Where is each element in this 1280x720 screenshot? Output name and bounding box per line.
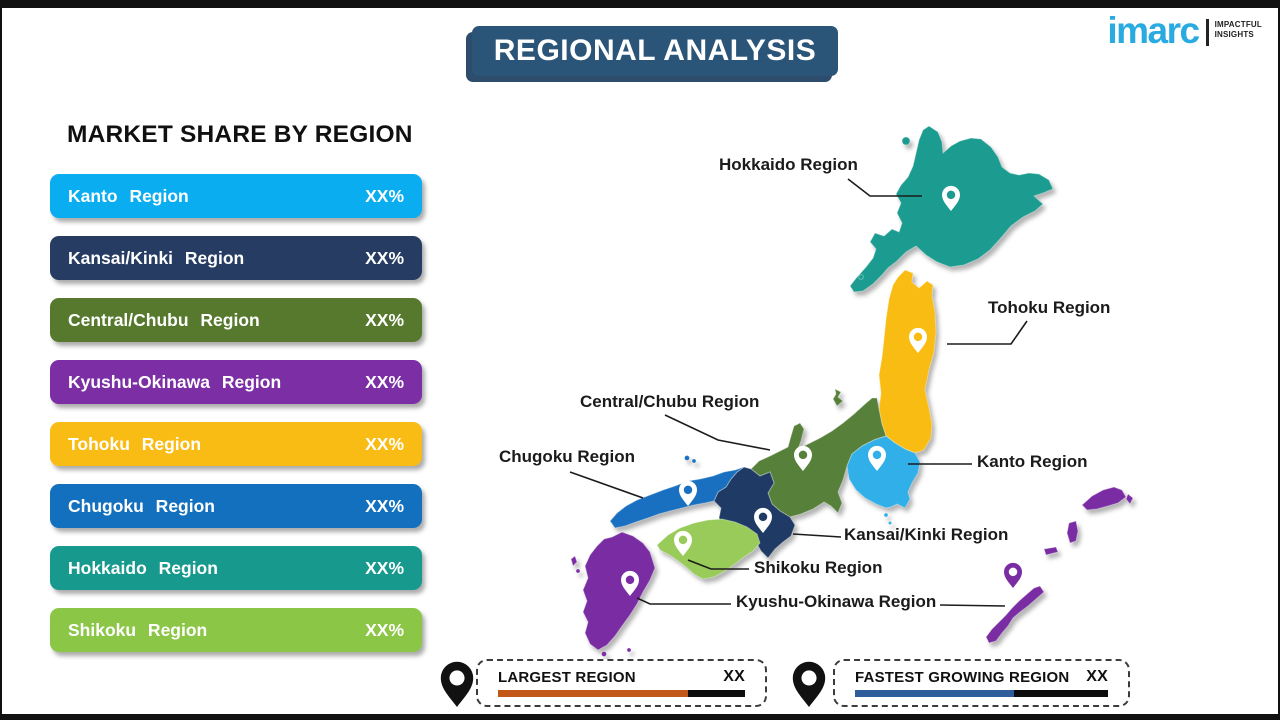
leader-kansai <box>792 533 842 538</box>
share-bar-hokkaido: Hokkaido Region XX% <box>50 546 422 590</box>
region-kanto-shape <box>846 435 921 509</box>
island-south-kyushu-1 <box>601 651 607 657</box>
map-label-chugoku: Chugoku Region <box>499 447 635 466</box>
region-chugoku-shape <box>609 466 745 529</box>
share-bar-kansai: Kansai/Kinki Region XX% <box>50 236 422 280</box>
share-bar-label: Kyushu-Okinawa Region <box>68 371 282 392</box>
region-shikoku-shape <box>656 518 761 580</box>
leader-okinawa <box>939 604 1006 607</box>
leader-hokkaido <box>847 178 922 197</box>
leader-shikoku <box>687 559 749 570</box>
map-pin-okinawa <box>1004 562 1022 588</box>
share-bar-kanto: Kanto Region XX% <box>50 174 422 218</box>
map-pin-kyushu <box>621 570 639 596</box>
map-pin-chubu <box>794 445 812 471</box>
map-label-kyushu-okinawa: Kyushu-Okinawa Region <box>736 592 937 611</box>
island-sado <box>832 388 844 407</box>
fastest-growing-region-bar <box>855 690 1108 697</box>
fastest-growing-region-label: FASTEST GROWING REGION <box>855 668 1070 686</box>
logo-divider <box>1205 19 1209 46</box>
largest-region-pin-icon <box>440 661 474 707</box>
island-izu-1 <box>883 512 889 518</box>
leader-chugoku <box>569 471 644 499</box>
fastest-growing-region-legend: FASTEST GROWING REGION XX <box>833 659 1130 707</box>
island-south-kyushu-3 <box>626 647 632 653</box>
island-rishiri <box>901 136 911 146</box>
page-title: REGIONAL ANALYSIS <box>493 34 817 67</box>
island-izu-2 <box>887 520 893 526</box>
map-label-central-chubu: Central/Chubu Region <box>580 392 760 411</box>
map-pin-kansai <box>754 507 772 533</box>
island-tokunoshima <box>1066 520 1079 544</box>
map-pin-kanto <box>868 445 886 471</box>
region-tohoku-shape <box>878 269 937 454</box>
share-bar-kyushu-okinawa: Kyushu-Okinawa Region XX% <box>50 360 422 404</box>
fastest-growing-region-pin-icon <box>792 661 826 707</box>
share-bar-label: Chugoku Region <box>68 495 215 516</box>
share-bar-label: Tohoku Region <box>68 433 202 454</box>
share-bar-value: XX% <box>365 185 404 206</box>
share-bar-value: XX% <box>365 247 404 268</box>
share-bar-tohoku: Tohoku Region XX% <box>50 422 422 466</box>
map-label-kanto: Kanto Region <box>977 452 1088 471</box>
map-pin-hokkaido <box>942 185 960 211</box>
region-kyushu-shape <box>582 531 656 651</box>
largest-region-legend: LARGEST REGION XX <box>476 659 767 707</box>
market-share-bar-list: Kanto Region XX% Kansai/Kinki Region XX%… <box>50 174 422 652</box>
island-okinoerabu <box>1043 546 1059 556</box>
map-label-shikoku: Shikoku Region <box>754 558 883 577</box>
share-bar-value: XX% <box>365 371 404 392</box>
share-bar-label: Kanto Region <box>68 185 189 206</box>
share-bar-central-chubu: Central/Chubu Region XX% <box>50 298 422 342</box>
leader-tohoku <box>947 320 1028 345</box>
map-label-tohoku: Tohoku Region <box>988 298 1111 317</box>
imarc-logo-wordmark: imarc <box>1107 10 1200 51</box>
map-label-hokkaido: Hokkaido Region <box>719 155 858 174</box>
share-bar-value: XX% <box>365 309 404 330</box>
share-bar-value: XX% <box>365 433 404 454</box>
island-tsushima <box>570 555 578 567</box>
fastest-growing-region-value: XX <box>1086 668 1108 685</box>
island-amami-tick <box>1125 493 1134 505</box>
share-bar-chugoku: Chugoku Region XX% <box>50 484 422 528</box>
island-oki-2 <box>691 458 697 464</box>
largest-region-bar <box>498 690 745 697</box>
island-iki <box>575 568 581 574</box>
share-bar-label: Kansai/Kinki Region <box>68 247 245 268</box>
share-bar-value: XX% <box>365 557 404 578</box>
largest-region-bar-fill <box>498 690 689 697</box>
share-bar-shikoku: Shikoku Region XX% <box>50 608 422 652</box>
share-bar-label: Central/Chubu Region <box>68 309 260 330</box>
island-amami <box>1081 486 1127 511</box>
largest-region-value: XX <box>723 668 745 685</box>
leader-kyushu <box>636 597 731 605</box>
share-bar-label: Shikoku Region <box>68 619 208 640</box>
island-okinawa-main <box>985 585 1045 644</box>
fastest-growing-region-bar-fill <box>855 690 1015 697</box>
leader-central-chubu <box>664 414 771 451</box>
map-label-kansai: Kansai/Kinki Region <box>844 525 1009 544</box>
market-share-heading: MARKET SHARE BY REGION <box>67 121 413 148</box>
island-okushiri <box>858 274 864 280</box>
largest-region-label: LARGEST REGION <box>498 668 636 686</box>
imarc-logo: imarc IMPACTFUL INSIGHTS <box>1107 12 1262 49</box>
share-bar-value: XX% <box>365 495 404 516</box>
map-pin-chugoku <box>679 480 697 506</box>
map-pin-tohoku <box>909 327 927 353</box>
island-oki-1 <box>684 455 690 461</box>
logo-tagline: IMPACTFUL INSIGHTS <box>1214 20 1262 40</box>
page-title-box: REGIONAL ANALYSIS <box>472 26 838 76</box>
map-pin-shikoku <box>674 530 692 556</box>
share-bar-label: Hokkaido Region <box>68 557 218 578</box>
share-bar-value: XX% <box>365 619 404 640</box>
